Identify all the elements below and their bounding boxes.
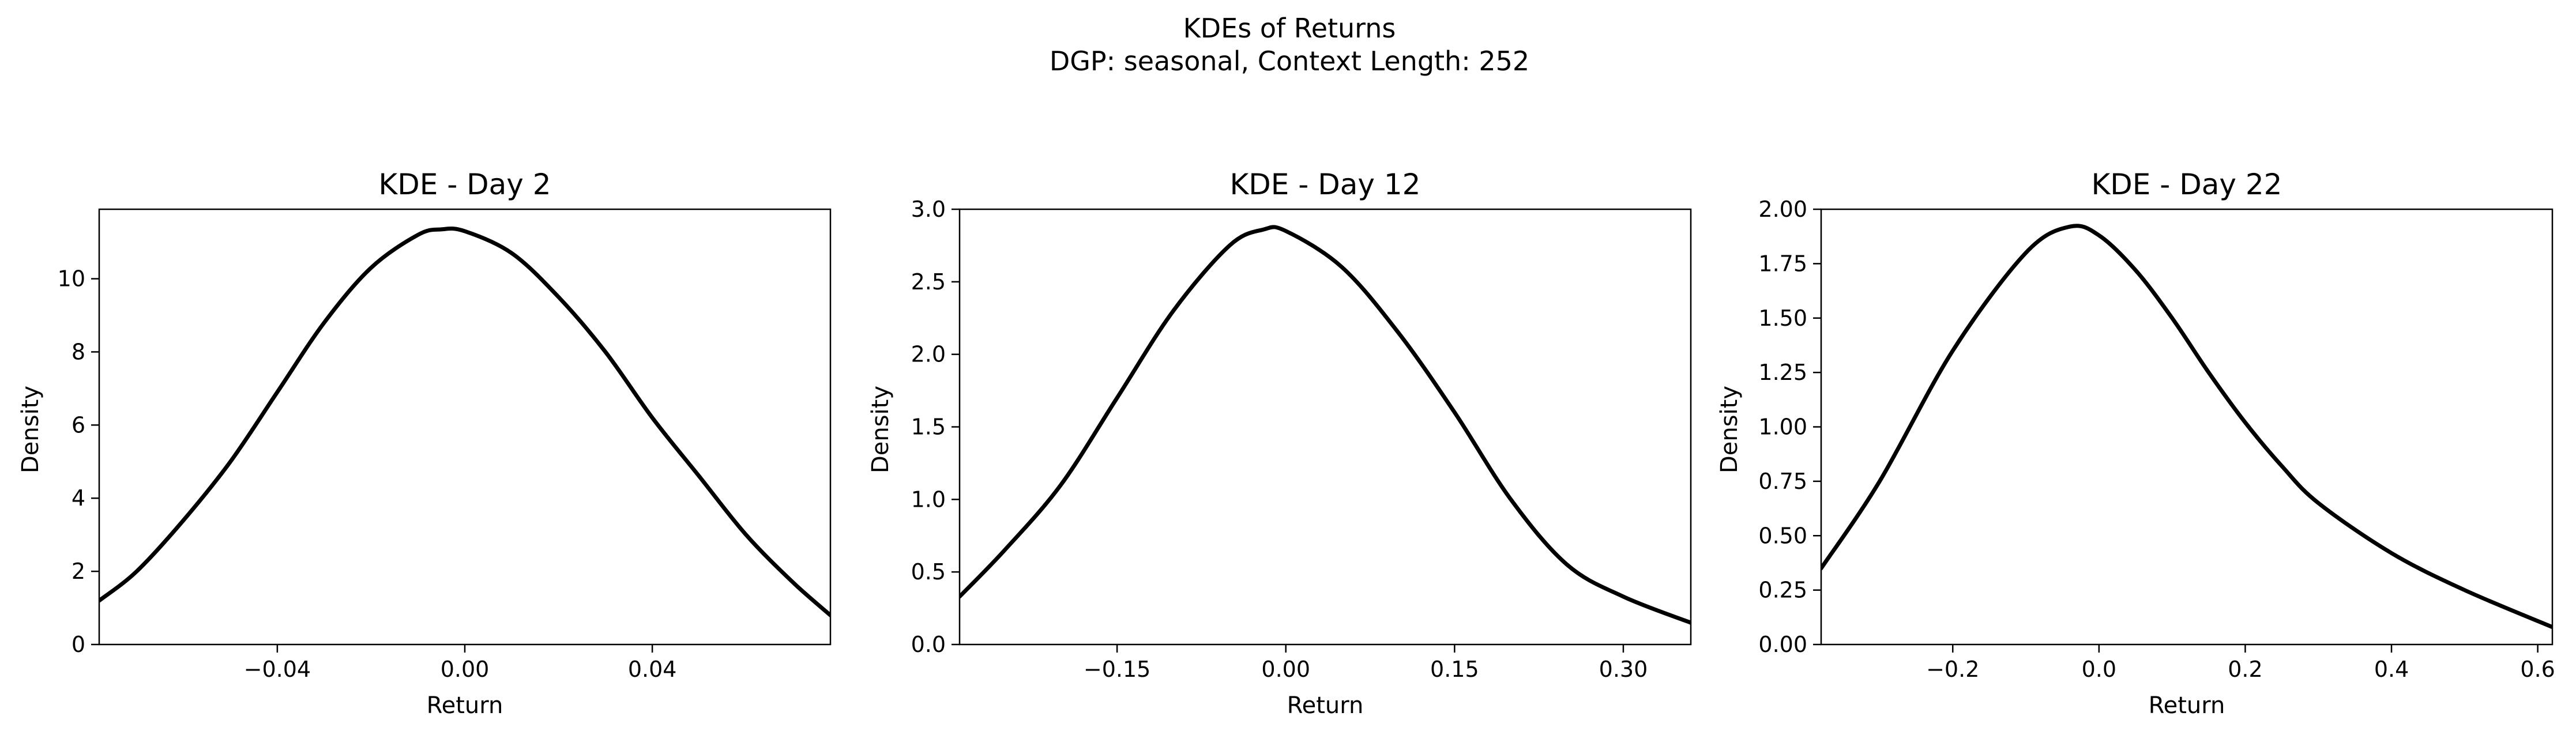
y-tick-label: 2.00	[1758, 197, 1807, 222]
x-tick-label: −0.04	[244, 657, 311, 682]
y-tick-label: 0.0	[911, 632, 946, 657]
kde-panel-day-22: KDE - Day 22 Return Density −0.2 0.0 0.2 0.…	[1716, 168, 2555, 719]
y-tick-label: 1.50	[1758, 306, 1807, 331]
kde-curve	[960, 225, 1691, 625]
x-tick-label: 0.0	[2082, 657, 2116, 682]
x-tick-label: −0.15	[1084, 657, 1150, 682]
plot-frame	[98, 208, 832, 646]
y-tick-label: 1.75	[1758, 251, 1807, 276]
kde-panel-day-12: KDE - Day 12 Return Density −0.15 0.00 0.1…	[867, 168, 1692, 719]
y-tick-label: 4	[72, 485, 85, 511]
x-axis-label: Return	[2149, 692, 2225, 719]
x-tick-label: −0.2	[1926, 657, 1979, 682]
y-tick-label: 3.0	[911, 197, 946, 222]
y-axis-label: Density	[867, 386, 894, 473]
x-tick-label: 0.6	[2520, 657, 2555, 682]
x-tick-label: 0.00	[441, 657, 490, 682]
y-tick-label: 1.0	[911, 487, 946, 512]
y-tick-label: 1.5	[911, 414, 946, 440]
kde-curve	[1821, 224, 2552, 630]
y-tick-label: 0.75	[1758, 469, 1807, 494]
y-tick-label: 0	[72, 632, 85, 657]
y-tick-label: 1.25	[1758, 360, 1807, 385]
y-tick-label: 10	[58, 266, 85, 292]
y-tick-label: 2.0	[911, 342, 946, 367]
y-tick-label: 0.5	[911, 559, 946, 585]
x-tick-label: 0.30	[1599, 657, 1648, 682]
y-tick-label: 2	[72, 559, 85, 584]
y-tick-label: 1.00	[1758, 414, 1807, 440]
y-tick-label: 0.00	[1758, 632, 1807, 657]
plot-frame	[958, 208, 1692, 646]
figure-title: KDEs of Returns	[1183, 13, 1396, 44]
y-tick-label: 0.25	[1758, 578, 1807, 603]
kde-curve	[99, 227, 830, 617]
panel-title: KDE - Day 12	[1230, 168, 1421, 201]
x-tick-label: 0.15	[1430, 657, 1479, 682]
figure-subtitle: DGP: seasonal, Context Length: 252	[1050, 46, 1529, 77]
x-tick-label: 0.2	[2228, 657, 2262, 682]
panel-title: KDE - Day 22	[2092, 168, 2282, 201]
x-tick-label: 0.4	[2374, 657, 2409, 682]
y-tick-label: 0.50	[1758, 523, 1807, 548]
x-axis-label: Return	[427, 692, 503, 719]
y-tick-label: 2.5	[911, 269, 946, 295]
kde-panel-day-2: KDE - Day 2 Return Density −0.04 0.00 0.04…	[17, 168, 832, 719]
y-axis-label: Density	[17, 386, 44, 473]
panel-title: KDE - Day 2	[378, 168, 551, 201]
x-tick-label: 0.00	[1261, 657, 1310, 682]
y-tick-label: 8	[72, 339, 85, 364]
x-axis-label: Return	[1287, 692, 1364, 719]
x-tick-label: 0.04	[628, 657, 677, 682]
y-tick-label: 6	[72, 412, 85, 438]
y-axis-label: Density	[1716, 386, 1743, 473]
